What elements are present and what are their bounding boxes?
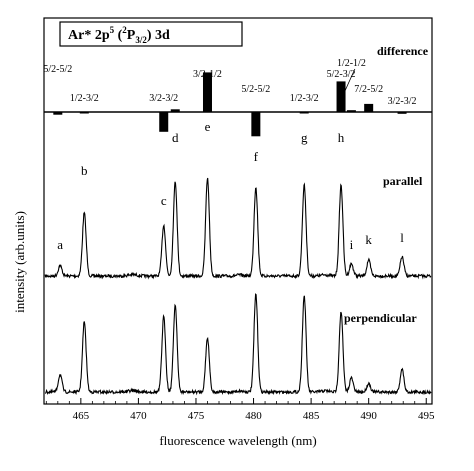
peak-label: k [365, 232, 372, 247]
series-line-parallel [44, 177, 432, 280]
transition-label: 3/2-1/2 [193, 69, 222, 80]
plot-frame [43, 17, 433, 405]
x-tick-label: 470 [130, 410, 147, 422]
x-tick-label: 465 [73, 410, 90, 422]
difference-bar [346, 110, 356, 112]
peak-label: b [81, 163, 88, 178]
transition-label: 3/2-3/2 [149, 93, 178, 104]
x-axis-title: fluorescence wavelength (nm) [159, 433, 316, 448]
difference-bar [170, 109, 180, 112]
transition-label: 7/2-5/2 [354, 84, 383, 95]
peak-label: i [350, 237, 354, 252]
x-tick-label: 475 [188, 410, 205, 422]
series-line-perpendicular [44, 293, 432, 396]
peak-label: f [254, 149, 259, 164]
x-tick-label: 490 [360, 410, 377, 422]
x-tick-label: 485 [303, 410, 320, 422]
transition-label: 1/2-3/2 [290, 93, 319, 104]
series-label-parallel: parallel [383, 174, 423, 188]
series-label-perpendicular: perpendicular [344, 311, 417, 325]
label-pointer [344, 68, 356, 93]
difference-bar [299, 112, 309, 114]
peak-label: d [172, 130, 179, 145]
difference-bar [397, 112, 407, 114]
difference-bar [336, 81, 346, 112]
y-axis-title: intensity (arb.units) [12, 211, 27, 313]
transition-label: 3/2-3/2 [388, 96, 417, 107]
difference-bar [159, 112, 169, 132]
transition-label: 1/2-3/2 [70, 93, 99, 104]
peak-label: c [161, 193, 167, 208]
chart-title: Ar* 2p5 (2P3/2) 3d [68, 25, 170, 45]
difference-bar [251, 112, 261, 137]
peak-label: l [400, 230, 404, 245]
peak-label: e [205, 119, 211, 134]
title-box [59, 21, 243, 47]
x-tick-label: 495 [418, 410, 435, 422]
difference-bar [364, 103, 374, 112]
difference-bar [202, 72, 212, 112]
transition-label: 5/2-3/2 [327, 69, 356, 80]
peak-label: g [301, 130, 308, 145]
transition-label: 1/2-1/2 [337, 58, 366, 69]
difference-bar [53, 112, 63, 115]
transition-label: 5/2-5/2 [43, 64, 72, 75]
difference-label: difference [377, 44, 429, 58]
x-tick-label: 480 [245, 410, 262, 422]
difference-bar [79, 112, 89, 114]
transition-label: 5/2-5/2 [241, 84, 270, 95]
peak-label: a [57, 237, 63, 252]
peak-label: h [338, 130, 345, 145]
